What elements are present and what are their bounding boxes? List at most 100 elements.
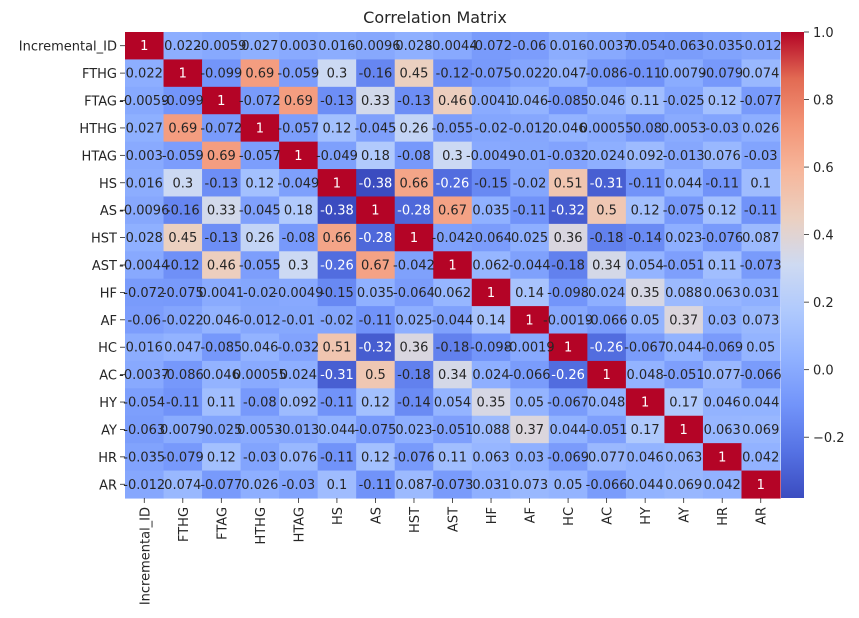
heatmap-cell <box>240 470 280 499</box>
heatmap-cell <box>702 415 743 444</box>
heatmap-cell <box>702 141 743 170</box>
cell-annotation: 0.69 <box>245 67 274 82</box>
cell-annotation: -0.059 <box>277 67 319 82</box>
cell-annotation: -0.012 <box>509 121 551 136</box>
heatmap-cell <box>433 86 473 115</box>
cell-annotation: 0.088 <box>472 423 509 438</box>
cell-annotation: -0.38 <box>320 204 354 219</box>
heatmap-cell <box>279 251 319 280</box>
cell-annotation: -0.079 <box>162 450 204 465</box>
heatmap-cell <box>317 196 357 225</box>
heatmap-cell <box>279 443 319 472</box>
heatmap-cell <box>125 251 165 280</box>
heatmap-cell <box>471 86 511 115</box>
heatmap-cell <box>433 333 473 362</box>
cell-annotation: 0.14 <box>477 313 506 328</box>
heatmap-cell <box>279 86 319 115</box>
colorbar-tick-label: 0.4 <box>813 229 834 244</box>
cell-annotation: -0.072 <box>239 94 281 109</box>
cell-annotation: 0.0053 <box>661 121 707 136</box>
colorbar-tick-label: 0.8 <box>813 94 834 109</box>
heatmap-cell <box>279 59 319 88</box>
heatmap-cell <box>510 306 550 335</box>
cell-annotation: 0.047 <box>549 67 586 82</box>
cell-annotation: 0.05 <box>746 341 775 356</box>
heatmap-cell <box>702 470 743 499</box>
cell-annotation: -0.0049 <box>466 149 516 164</box>
cell-annotation: -0.0019 <box>504 341 554 356</box>
heatmap-cell <box>433 360 473 389</box>
heatmap-cell <box>741 86 781 115</box>
cell-annotation: 0.46 <box>438 94 467 109</box>
heatmap-cell <box>625 470 666 499</box>
heatmap-cell <box>433 114 473 143</box>
heatmap-cell <box>317 278 357 307</box>
cell-annotation: -0.18 <box>397 368 431 383</box>
heatmap-cell <box>664 196 704 225</box>
cell-annotation: -0.051 <box>663 258 705 273</box>
heatmap-cell <box>702 333 743 362</box>
colorbar: 1.0 0.8 0.6 0.4 0.2 0.0 −0.2 <box>781 26 845 498</box>
heatmap-cell <box>471 470 511 499</box>
heatmap-cell <box>471 415 511 444</box>
cell-annotation: 0.69 <box>284 94 313 109</box>
heatmap-cell <box>587 360 627 389</box>
row-tick-label: HY <box>99 396 117 411</box>
cell-annotation: 0.3 <box>288 258 309 273</box>
cell-annotation: 1 <box>487 286 495 301</box>
cell-annotation: 0.35 <box>477 396 506 411</box>
heatmap-cell <box>125 169 165 198</box>
cell-annotation: 0.11 <box>207 396 236 411</box>
cell-annotation: 0.026 <box>241 478 278 493</box>
row-tick-label: AS <box>100 204 117 219</box>
cell-annotation: -0.31 <box>320 368 354 383</box>
heatmap-cell <box>471 169 511 198</box>
heatmap-cell <box>317 306 357 335</box>
heatmap-cells <box>125 32 781 499</box>
heatmap-cell <box>741 169 781 198</box>
col-tick-label: HTAG <box>292 507 307 542</box>
cell-annotation: 0.073 <box>511 478 548 493</box>
heatmap-cell <box>317 470 357 499</box>
cell-annotation: 0.063 <box>704 286 741 301</box>
heatmap-cell <box>163 223 203 252</box>
row-tick-label: HR <box>98 451 117 466</box>
heatmap-cell <box>394 443 434 472</box>
heatmap-cell <box>471 443 511 472</box>
cell-annotation: 0.069 <box>742 423 779 438</box>
heatmap-cell <box>356 470 396 499</box>
cell-annotation: -0.08 <box>243 396 277 411</box>
cell-annotation: -0.02 <box>474 121 508 136</box>
colorbar-tick-label: 0.0 <box>813 364 834 379</box>
heatmap-cell <box>625 59 666 88</box>
cell-annotation: 1 <box>602 368 610 383</box>
cell-annotation: -0.01 <box>282 313 316 328</box>
heatmap-cell <box>202 278 242 307</box>
heatmap-cell <box>240 169 280 198</box>
heatmap-cell <box>741 196 781 225</box>
col-tick-label: HY <box>639 507 654 525</box>
cell-annotation: -0.044 <box>509 258 551 273</box>
cell-annotation: -0.14 <box>397 396 431 411</box>
heatmap-cell <box>394 32 434 61</box>
heatmap-cell <box>587 59 627 88</box>
cell-annotation: -0.035 <box>701 39 743 54</box>
heatmap-cell <box>510 388 550 417</box>
cell-annotation: 0.027 <box>126 121 163 136</box>
heatmap-cell <box>125 443 165 472</box>
heatmap-cell <box>356 251 396 280</box>
heatmap-cell <box>587 251 627 280</box>
cell-annotation: -0.072 <box>123 286 165 301</box>
cell-annotation: -0.12 <box>436 67 470 82</box>
cell-annotation: 0.092 <box>280 396 317 411</box>
cell-annotation: -0.049 <box>277 176 319 191</box>
cell-annotation: -0.03 <box>282 478 316 493</box>
heatmap-cell <box>240 388 280 417</box>
cell-annotation: -0.03 <box>243 450 277 465</box>
cell-annotation: -0.063 <box>123 423 165 438</box>
cell-annotation: -0.13 <box>205 231 239 246</box>
heatmap-cell <box>317 86 357 115</box>
cell-annotation: 0.46 <box>207 258 236 273</box>
heatmap-cell <box>356 223 396 252</box>
heatmap-cell <box>356 196 396 225</box>
